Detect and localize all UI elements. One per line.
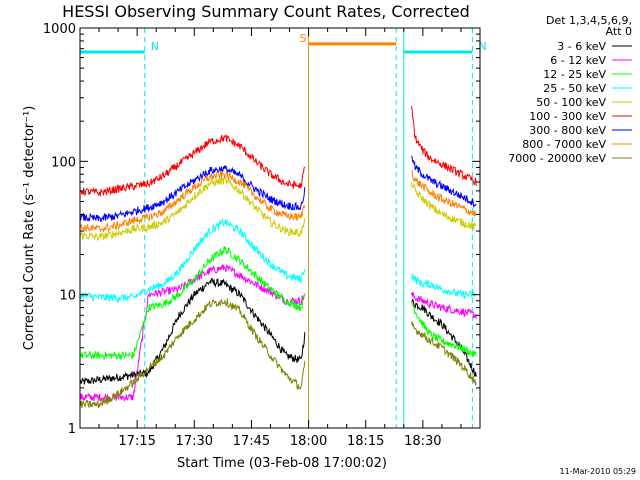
legend-label-8: 7000 - 20000 keV — [508, 152, 606, 165]
footer-timestamp: 11-Mar-2010 05:29 — [560, 467, 637, 476]
series-line-0-seg-0 — [80, 278, 306, 385]
series-line-6-seg-1 — [410, 155, 477, 209]
series-line-6-seg-0 — [80, 165, 306, 223]
x-tick-label-5: 18:30 — [404, 434, 441, 449]
x-tick-label-0: 17:15 — [118, 434, 155, 449]
y-tick-label-1: 10 — [59, 289, 76, 304]
x-tick-label-2: 17:45 — [233, 434, 270, 449]
series-layer — [80, 105, 477, 409]
y-tick-label-3: 1000 — [43, 22, 76, 37]
series-line-8-seg-0 — [80, 298, 306, 409]
annotation-flag-label-1: N — [478, 40, 486, 53]
series-line-8-seg-1 — [410, 321, 477, 386]
x-axis-label: Start Time (03-Feb-08 17:00:02) — [177, 456, 387, 471]
x-tick-label-3: 18:00 — [290, 434, 327, 449]
series-line-2-seg-1 — [410, 300, 477, 357]
y-axis-label: Corrected Count Rate (s⁻¹ detector⁻¹) — [22, 106, 37, 351]
series-line-4-seg-1 — [410, 181, 477, 230]
series-line-1-seg-0 — [80, 264, 306, 403]
y-tick-label-0: 1 — [68, 422, 76, 437]
x-tick-label-1: 17:30 — [176, 434, 213, 449]
series-line-3-seg-1 — [410, 272, 477, 300]
x-tick-label-4: 18:15 — [347, 434, 384, 449]
plot-frame — [79, 27, 481, 429]
series-line-0-seg-1 — [410, 298, 477, 377]
series-line-2-seg-0 — [80, 246, 306, 361]
legend-label-7: 800 - 7000 keV — [522, 138, 606, 151]
legend-label-6: 300 - 800 keV — [529, 124, 606, 137]
chart-title: HESSI Observing Summary Count Rates, Cor… — [62, 2, 470, 21]
series-line-7-seg-1 — [411, 170, 477, 217]
series-line-5-seg-1 — [410, 105, 477, 186]
legend-label-2: 12 - 25 keV — [543, 68, 606, 81]
series-line-4-seg-0 — [80, 174, 306, 242]
legend-label-1: 6 - 12 keV — [550, 54, 606, 67]
series-line-5-seg-0 — [80, 134, 306, 197]
series-line-3-seg-0 — [80, 218, 306, 304]
series-line-1-seg-1 — [410, 292, 477, 319]
series-line-7-seg-0 — [80, 170, 306, 233]
legend-label-5: 100 - 300 keV — [529, 110, 606, 123]
annotation-flag-label-0: N — [151, 40, 159, 53]
annotation-flag-label-2: S — [300, 32, 307, 45]
x-axis: 17:15 17:30 17:45 18:00 18:15 18:30 — [98, 28, 462, 449]
legend-label-0: 3 - 6 keV — [557, 40, 606, 53]
y-axis: 1 10 100 1000 — [43, 22, 480, 437]
y-tick-label-2: 100 — [51, 155, 76, 170]
legend-header-0: Det 1,3,4,5,6,9, — [546, 14, 632, 27]
legend-label-4: 50 - 100 keV — [536, 96, 606, 109]
legend-label-3: 25 - 50 keV — [543, 82, 606, 95]
legend-header-1: Att 0 — [606, 25, 632, 38]
